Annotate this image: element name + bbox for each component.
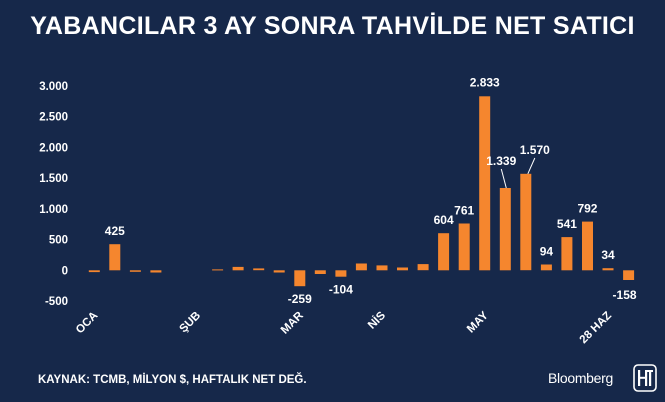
data-label: 1.339 [486, 154, 516, 168]
data-label: -158 [613, 288, 637, 302]
data-label: 2.833 [470, 75, 500, 89]
bar [623, 270, 635, 280]
x-tick-label: NİS [365, 309, 388, 332]
bar [335, 270, 347, 277]
bar [540, 264, 552, 271]
x-tick-label: 28 HAZ [578, 310, 615, 347]
bar [561, 237, 573, 271]
y-tick-label: -500 [45, 296, 68, 308]
x-tick-label: ŞUB [177, 310, 203, 336]
bar [314, 270, 326, 274]
data-label: 1.570 [520, 143, 550, 157]
y-tick-label: 2.000 [39, 142, 68, 154]
bar [273, 270, 285, 273]
data-label: 94 [540, 245, 554, 259]
data-label: -104 [329, 283, 353, 297]
data-label: 34 [601, 248, 615, 262]
data-label: 541 [557, 217, 577, 231]
bar [355, 263, 367, 271]
source-note: KAYNAK: TCMB, MİLYON $, HAFTALIK NET DEĞ… [38, 374, 307, 386]
data-label: -259 [288, 292, 312, 306]
y-tick-label: 2.500 [39, 112, 68, 124]
data-label: 761 [454, 204, 474, 218]
bar [479, 96, 491, 271]
bar [438, 233, 450, 271]
bar [417, 264, 429, 271]
y-tick-label: 1.000 [39, 204, 68, 216]
x-tick-label: OCA [74, 310, 101, 337]
data-label: 792 [577, 202, 597, 216]
brand-name: Bloomberg [548, 370, 614, 386]
bar [458, 223, 470, 271]
bar [499, 188, 511, 271]
y-tick-label: 1.500 [39, 173, 68, 185]
bar [109, 244, 121, 271]
x-tick-label: MAY [465, 309, 491, 335]
bar [150, 270, 162, 273]
y-tick-label: 3.000 [39, 81, 68, 93]
ht-logo-icon [633, 364, 657, 392]
chart-title: YABANCILAR 3 AY SONRA TAHVİLDE NET SATIC… [30, 12, 635, 40]
y-tick-label: 500 [49, 235, 68, 247]
label-leader-line [500, 168, 507, 189]
bar [212, 269, 224, 271]
bar [232, 266, 244, 271]
bar [376, 265, 388, 271]
bar [602, 268, 614, 271]
label-leader-line [527, 157, 536, 175]
bar [397, 267, 408, 271]
bar [253, 268, 265, 271]
data-label: 425 [105, 224, 125, 238]
bar [88, 270, 100, 273]
bar [520, 173, 532, 271]
bar [294, 270, 306, 287]
y-tick-label: 0 [62, 265, 68, 277]
x-tick-label: MAR [279, 309, 306, 336]
bar [129, 270, 141, 272]
bar [582, 221, 593, 271]
data-label: 604 [434, 213, 454, 227]
